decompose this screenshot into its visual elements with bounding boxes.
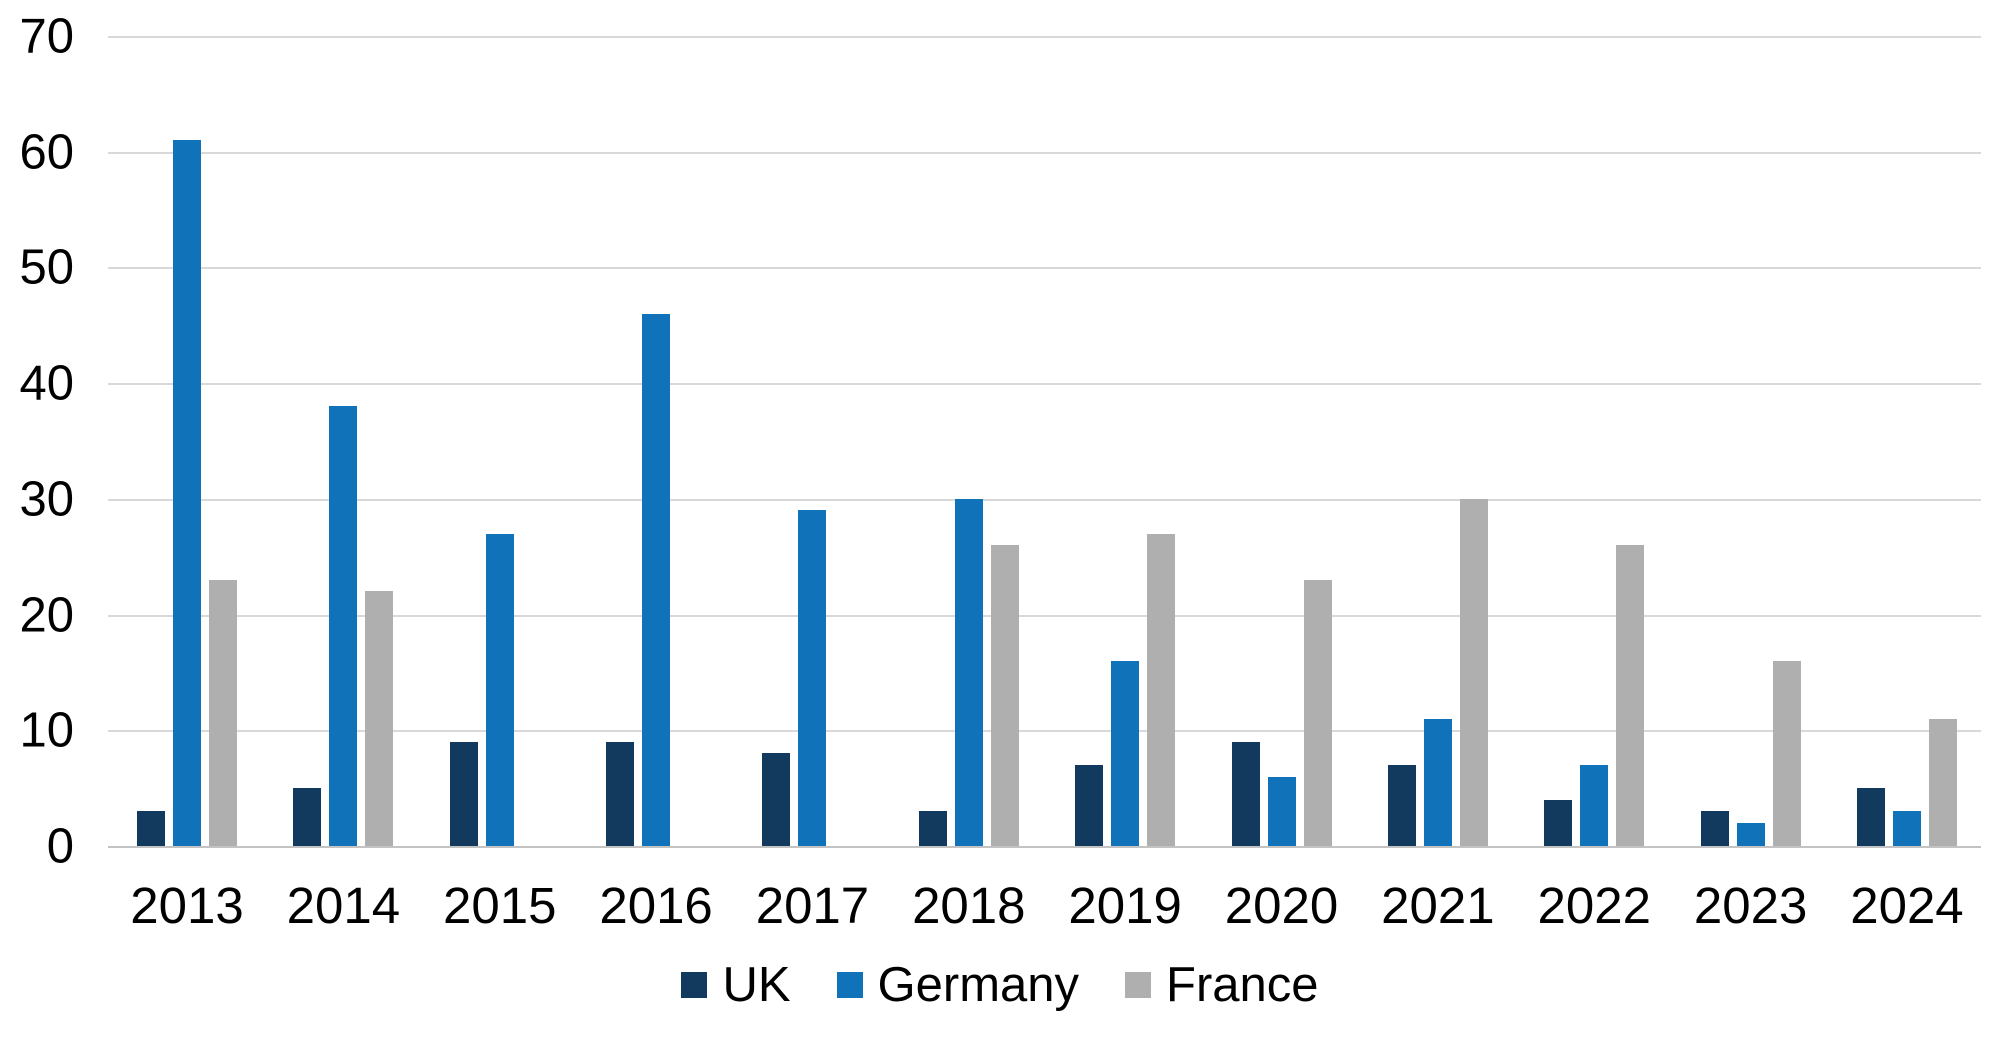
- bar-group-2023: [1700, 36, 1801, 846]
- y-tick-label-70: 70: [19, 9, 74, 64]
- bar-germany-2021: [1423, 718, 1452, 846]
- bar-group-2017: [762, 36, 862, 846]
- legend: UK Germany France: [0, 956, 2000, 1014]
- legend-swatch-france: [1125, 972, 1152, 998]
- y-tick-label-40: 40: [19, 356, 74, 411]
- y-tick-label-10: 10: [19, 703, 74, 758]
- bar-uk-2017: [762, 753, 791, 846]
- bar-germany-2015: [485, 533, 514, 846]
- x-tick-label-2019: 2019: [1068, 877, 1182, 934]
- y-tick-label-20: 20: [19, 588, 74, 643]
- gridline-30: [108, 498, 1981, 501]
- x-tick-label-2016: 2016: [599, 877, 713, 934]
- bar-uk-2013: [137, 811, 165, 846]
- x-tick-label-2024: 2024: [1850, 877, 1964, 934]
- gridline-20: [108, 614, 1981, 617]
- bar-france-2024: [1928, 718, 1957, 846]
- gridline-0: [108, 846, 1981, 848]
- legend-label-germany: Germany: [877, 958, 1080, 1012]
- gridline-60: [108, 151, 1981, 154]
- bar-germany-2022: [1580, 765, 1609, 846]
- bar-france-2022: [1616, 545, 1645, 846]
- bar-france-2023: [1772, 660, 1801, 846]
- bar-france-2018: [990, 545, 1019, 846]
- bar-france-2014: [365, 591, 394, 846]
- legend-label-france: France: [1166, 958, 1319, 1012]
- bar-uk-2023: [1700, 811, 1729, 846]
- x-tick-label-2017: 2017: [755, 877, 870, 934]
- bar-uk-2020: [1231, 741, 1260, 846]
- legend-item-france: France: [1125, 956, 1319, 1014]
- y-tick-label-30: 30: [19, 472, 74, 527]
- x-tick-label-2023: 2023: [1693, 877, 1808, 934]
- bar-group-2016: [606, 36, 706, 846]
- x-tick-label-2015: 2015: [442, 877, 557, 934]
- legend-swatch-uk: [681, 972, 708, 998]
- bar-uk-2019: [1075, 765, 1104, 846]
- bar-group-2013: [137, 36, 237, 846]
- bar-germany-2018: [954, 498, 983, 846]
- bar-germany-2020: [1267, 776, 1296, 846]
- bar-uk-2022: [1544, 799, 1573, 846]
- bar-uk-2021: [1387, 765, 1416, 846]
- bar-group-2014: [293, 36, 394, 846]
- y-tick-label-60: 60: [19, 125, 74, 180]
- bar-germany-2023: [1736, 822, 1765, 846]
- y-tick-label-0: 0: [46, 819, 74, 874]
- bar-germany-2016: [642, 313, 671, 846]
- y-tick-label-50: 50: [19, 240, 74, 295]
- bar-france-2021: [1459, 498, 1488, 846]
- bar-group-2022: [1544, 36, 1645, 846]
- legend-item-uk: UK: [681, 956, 791, 1014]
- legend-item-germany: Germany: [836, 956, 1080, 1014]
- x-tick-label-2022: 2022: [1537, 877, 1651, 934]
- bar-uk-2016: [606, 741, 635, 846]
- bar-uk-2018: [918, 811, 947, 846]
- plot-area: [108, 36, 1981, 848]
- legend-label-uk: UK: [722, 958, 791, 1012]
- gridline-10: [108, 730, 1981, 733]
- x-tick-label-2018: 2018: [912, 877, 1026, 934]
- bar-france-2019: [1147, 533, 1176, 846]
- bar-group-2019: [1075, 36, 1176, 846]
- bar-germany-2024: [1892, 811, 1921, 846]
- gridline-40: [108, 383, 1981, 386]
- bar-germany-2019: [1111, 660, 1140, 846]
- bar-germany-2013: [173, 140, 201, 846]
- x-tick-label-2013: 2013: [130, 877, 244, 934]
- bar-group-2020: [1231, 36, 1332, 846]
- x-tick-label-2014: 2014: [286, 877, 401, 934]
- bar-group-2021: [1387, 36, 1488, 846]
- x-axis-labels: 2013 2014 2015 2016 2017 2018 2019 2020 2021 2022…: [130, 872, 1963, 940]
- gridline-70: [108, 36, 1981, 38]
- bar-uk-2015: [449, 741, 478, 846]
- bar-france-2013: [209, 579, 237, 846]
- gridline-50: [108, 267, 1981, 270]
- bar-uk-2024: [1856, 788, 1885, 846]
- legend-swatch-germany: [836, 972, 863, 998]
- bar-germany-2017: [798, 510, 827, 846]
- bar-group-2024: [1856, 36, 1957, 846]
- x-tick-label-2021: 2021: [1381, 877, 1495, 934]
- bar-groups: [137, 36, 1957, 846]
- bar-france-2020: [1303, 579, 1332, 846]
- bar-germany-2014: [329, 406, 358, 846]
- bar-uk-2014: [293, 788, 322, 846]
- bar-group-2018: [918, 36, 1019, 846]
- x-tick-label-2020: 2020: [1224, 877, 1339, 934]
- bar-group-2015: [449, 36, 550, 846]
